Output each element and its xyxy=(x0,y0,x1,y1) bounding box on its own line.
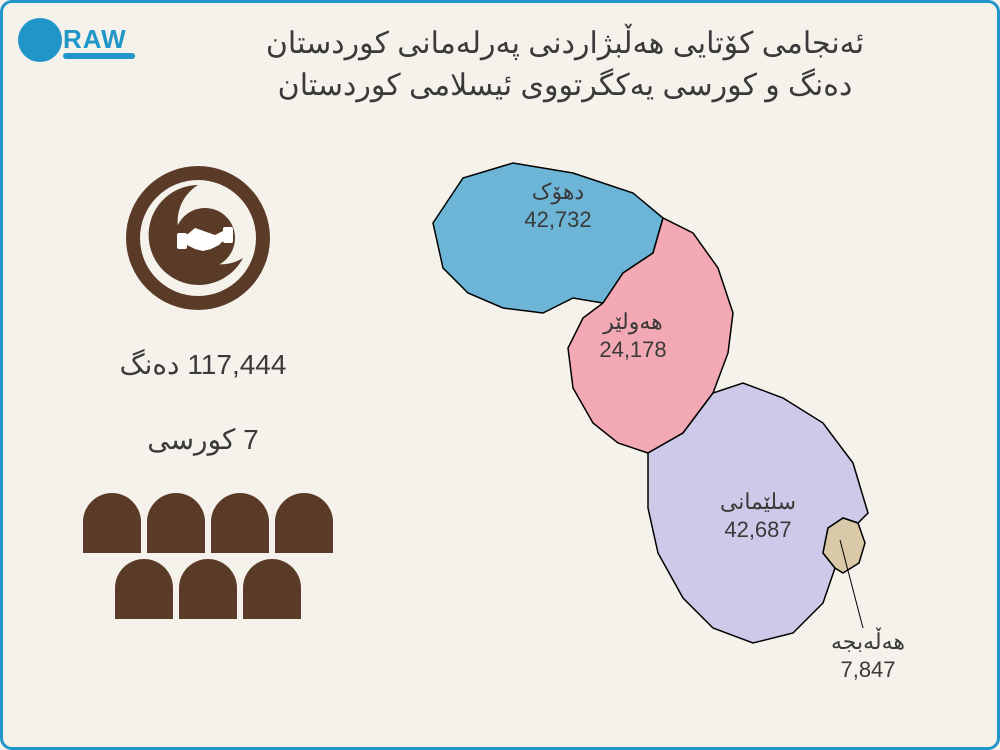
seat-icon xyxy=(243,559,301,619)
seat-icon xyxy=(275,493,333,553)
seats-number: 7 xyxy=(243,424,259,455)
total-votes: 117,444 دەنگ xyxy=(63,348,343,381)
total-seats: 7 کورسی xyxy=(63,423,343,456)
seat-icon xyxy=(211,493,269,553)
seat-icon xyxy=(115,559,173,619)
votes-number: 117,444 xyxy=(187,349,286,380)
infographic-frame: D RAW ئەنجامی کۆتایی هەڵبژاردنی پەرلەمان… xyxy=(0,0,1000,750)
seat-icon xyxy=(179,559,237,619)
seats-label: کورسی xyxy=(147,424,235,455)
seat-icon xyxy=(83,493,141,553)
title-line-2: دەنگ و کورسی یەکگرتووی ئیسلامی کوردستان xyxy=(173,65,957,107)
party-logo xyxy=(123,163,273,313)
title-block: ئەنجامی کۆتایی هەڵبژاردنی پەرلەمانی کورد… xyxy=(173,23,957,107)
map-area: دهۆک 42,732 هەولێر 24,178 سلێمانی 42,687… xyxy=(373,123,973,723)
seats-graphic xyxy=(73,483,343,653)
brand-logo: D RAW xyxy=(15,15,145,65)
logo-prefix-letter: D xyxy=(36,27,53,54)
votes-label: دەنگ xyxy=(120,349,180,380)
logo-brand-text: RAW xyxy=(63,24,127,54)
title-line-1: ئەنجامی کۆتایی هەڵبژاردنی پەرلەمانی کورد… xyxy=(173,23,957,65)
seat-icon xyxy=(147,493,205,553)
